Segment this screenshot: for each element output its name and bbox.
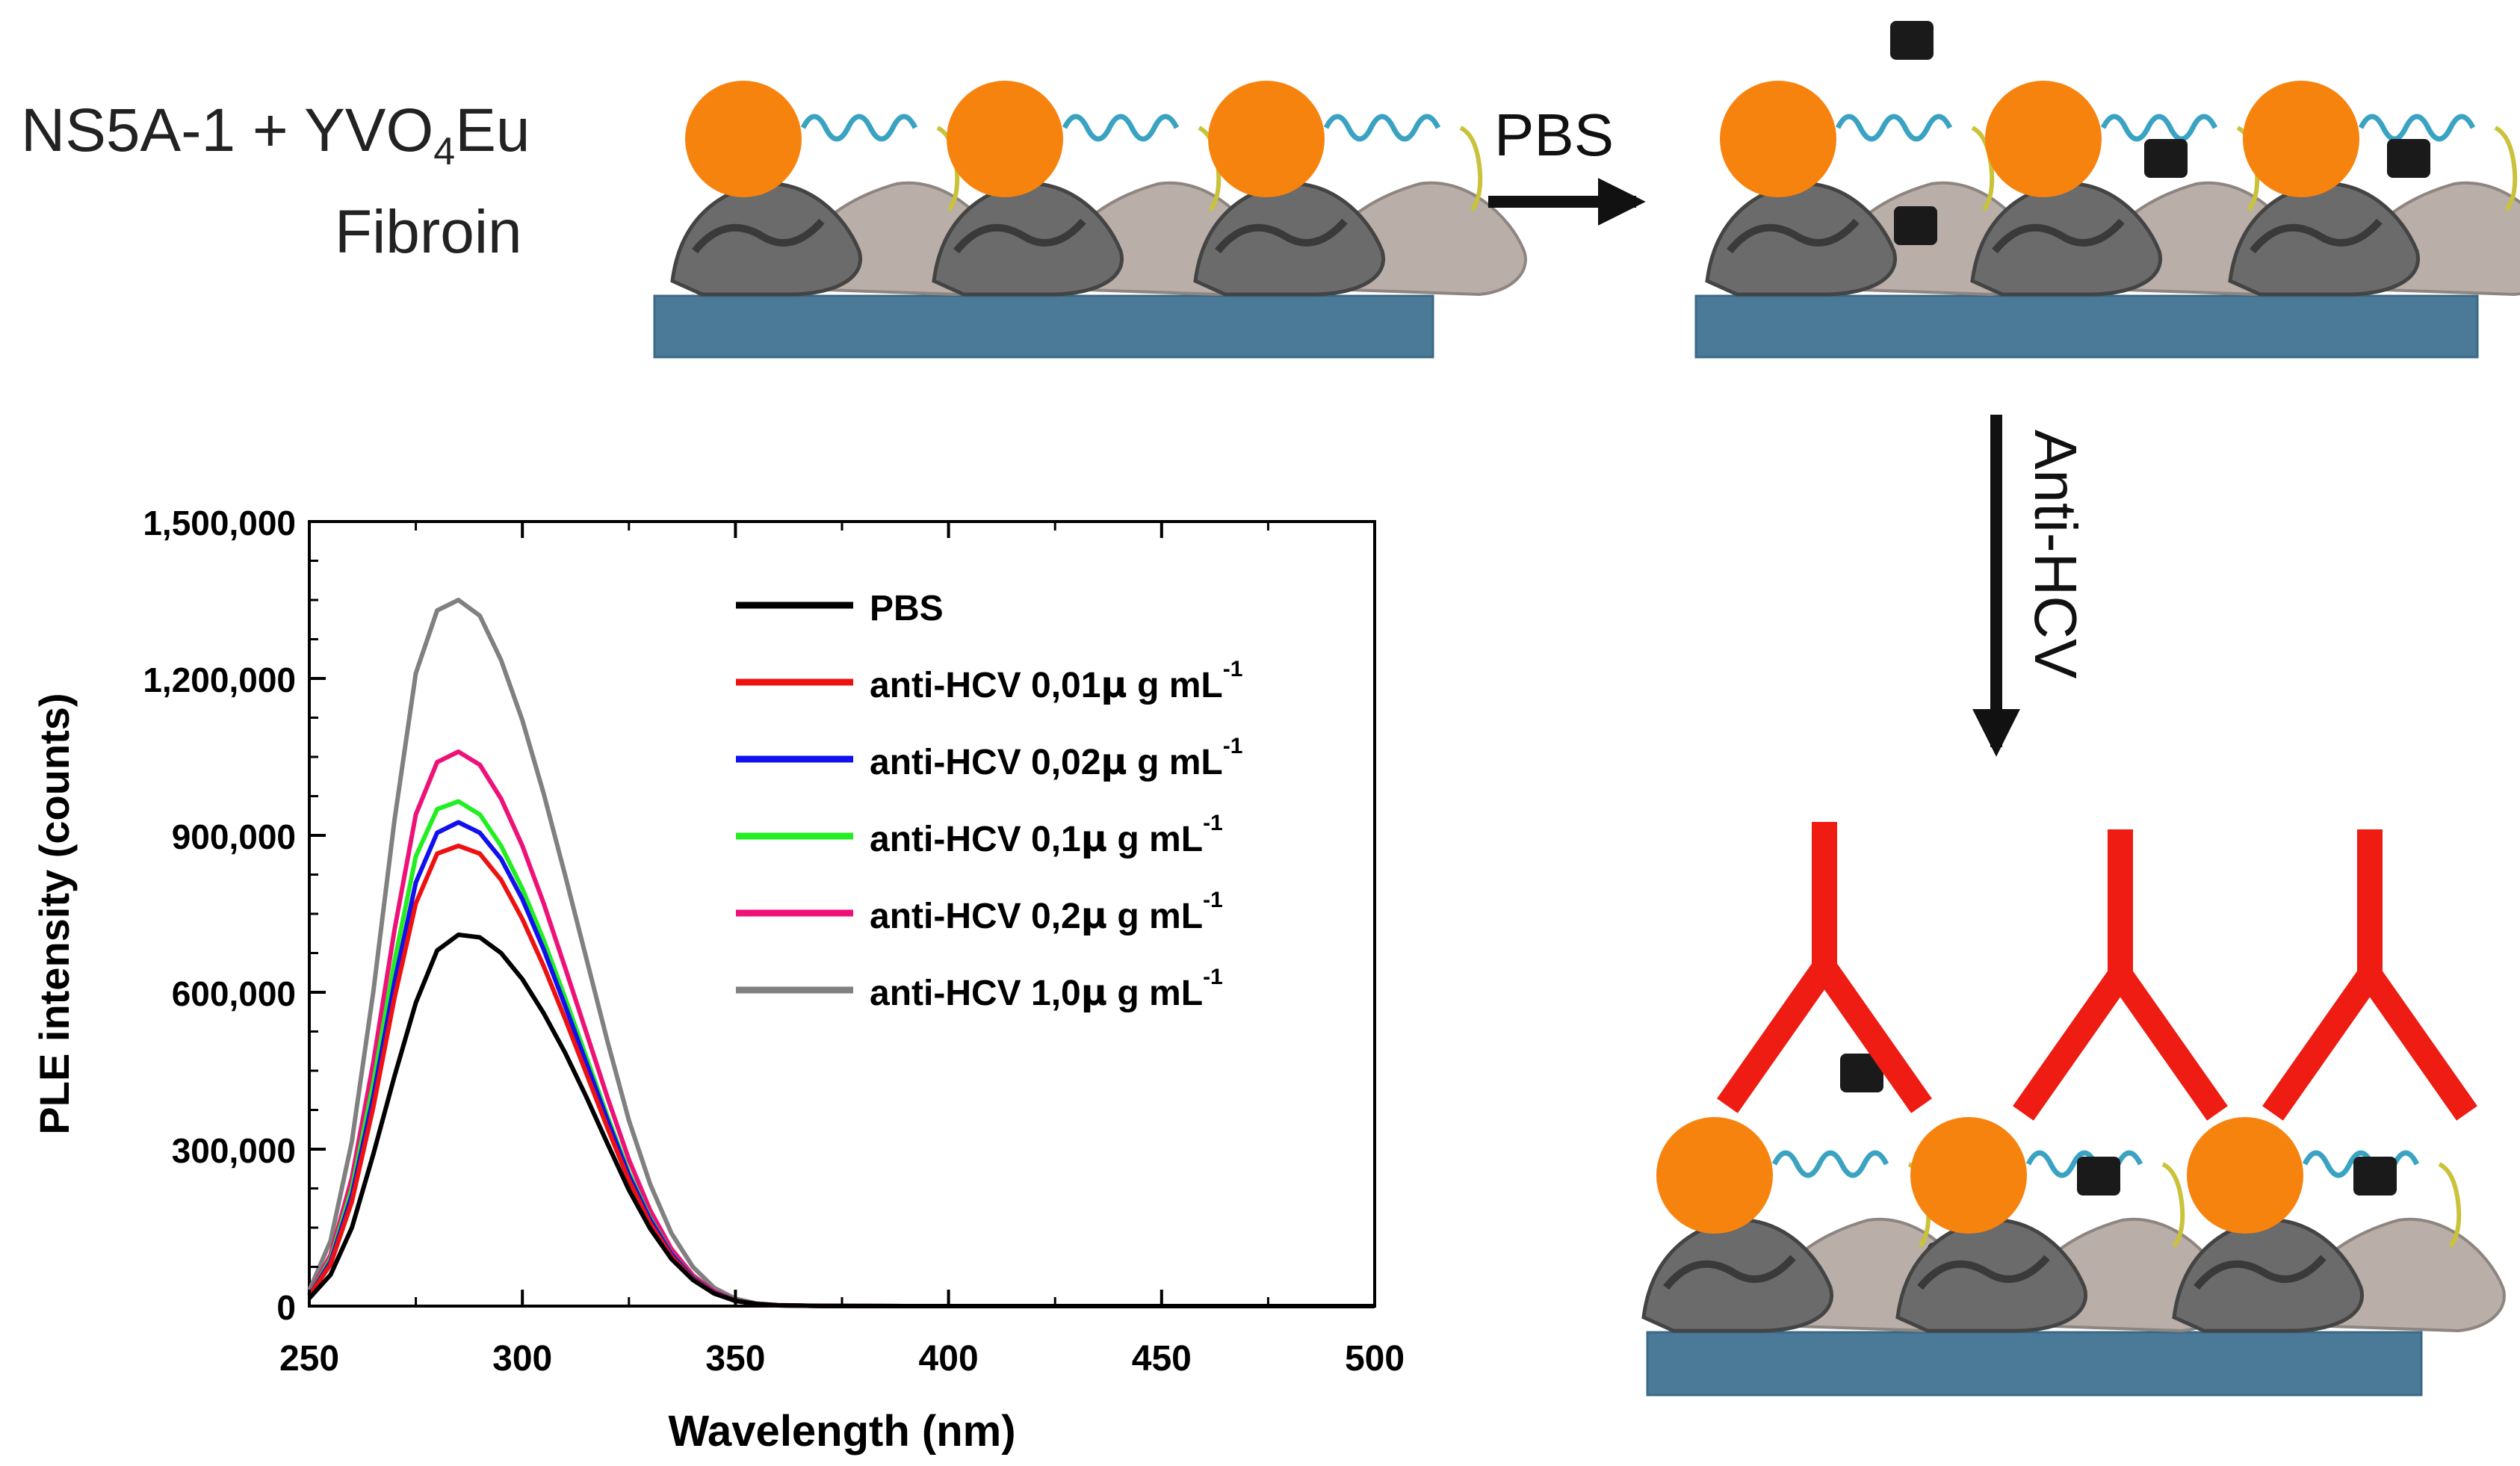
- x-tick-label: 250: [279, 1339, 339, 1379]
- label-line1-suffix: Eu: [455, 96, 530, 164]
- svg-text:NS5A-1 + YVO4Eu: NS5A-1 + YVO4Eu: [21, 96, 530, 173]
- sensor-unit: [2228, 81, 2520, 297]
- arrow-anti-hcv: Anti-HCV: [1972, 415, 2089, 757]
- ns5a-peptide: [1835, 114, 1953, 142]
- protein-fold: [1663, 1255, 1796, 1290]
- series-line: [307, 598, 1375, 1308]
- protein-fold: [692, 218, 825, 254]
- protein-fold: [2250, 218, 2383, 254]
- label-line1-prefix: NS5A-1 + YVO: [21, 96, 433, 164]
- arrow-pbs: PBS: [1488, 102, 1646, 226]
- ns5a-peptide: [800, 114, 918, 142]
- salt-block: [2144, 139, 2188, 178]
- peptide-tail: [2494, 126, 2518, 211]
- legend-label: anti-HCV 0,1µ g mL-1: [870, 811, 1223, 860]
- yvo4eu-nanoparticle: [1910, 1117, 2027, 1234]
- series-line: [307, 799, 1375, 1308]
- legend-label: anti-HCV 1,0µ g mL-1: [870, 965, 1223, 1014]
- yvo4eu-nanoparticle: [2187, 1117, 2303, 1234]
- yvo4eu-nanoparticle: [947, 81, 1063, 197]
- anti-hcv-antibody: [2262, 829, 2477, 1121]
- ple-chart: 0 300,000 600,000 900,000 1,200,000 1,500,000…: [31, 504, 1405, 1456]
- protein-fold: [1215, 218, 1348, 254]
- sensor-unit: [1895, 1117, 2229, 1333]
- substrate: [1646, 1331, 2423, 1397]
- yvo4eu-nanoparticle: [1656, 1117, 1773, 1234]
- salt-block: [2353, 1157, 2397, 1196]
- protein-fold: [1727, 218, 1860, 254]
- y-tick-label: 1,200,000: [143, 661, 296, 699]
- peptide-tail: [2438, 1162, 2462, 1248]
- sensor-unit: [1193, 81, 1527, 297]
- yvo4eu-nanoparticle: [1985, 81, 2102, 197]
- y-tick-label: 600,000: [172, 974, 296, 1013]
- sensor-unit: [670, 81, 1004, 297]
- yvo4eu-nanoparticle: [1720, 81, 1836, 197]
- arrow-anti-hcv-label: Anti-HCV: [2022, 430, 2089, 679]
- y-axis-ticks: 0 300,000 600,000 900,000 1,200,000 1,500,000: [143, 504, 326, 1327]
- ns5a-peptide: [2358, 114, 2476, 142]
- legend-label: anti-HCV 0,2µ g mL-1: [870, 888, 1223, 937]
- x-tick-label: 300: [492, 1339, 552, 1379]
- x-tick-label: 350: [705, 1339, 765, 1379]
- panel-initial-sensor: [653, 81, 1527, 359]
- series-curves: [307, 598, 1375, 1308]
- peptide-tail: [2161, 1162, 2185, 1248]
- ns5a-peptide: [1062, 114, 1180, 142]
- protein-fold: [1992, 218, 2125, 254]
- label-line2: Fibroin: [335, 198, 522, 266]
- ns5a-peptide: [1771, 1150, 1889, 1178]
- peptide-tail: [1971, 126, 1995, 211]
- anti-hcv-antibody: [2013, 829, 2228, 1121]
- y-axis-label: PLE intensity (counts): [31, 693, 78, 1134]
- y-tick-label: 900,000: [172, 817, 296, 856]
- salt-block: [1894, 206, 1937, 245]
- sensor-unit: [2172, 1117, 2506, 1333]
- ns5a-peptide: [1323, 114, 1441, 142]
- panel-after-anti-hcv: [1641, 822, 2506, 1397]
- salt-block: [2387, 139, 2430, 178]
- legend: PBS anti-HCV 0,01µ g mL-1 anti-HCV 0,02µ g…: [736, 589, 1242, 1014]
- sensor-unit: [1705, 81, 2039, 297]
- substrate: [653, 294, 1434, 359]
- x-tick-label: 450: [1132, 1339, 1192, 1379]
- panel-after-pbs: [1694, 21, 2520, 359]
- label-line1-subscript: 4: [433, 130, 455, 173]
- legend-label: anti-HCV 0,02µ g mL-1: [870, 734, 1242, 783]
- y-tick-label: 300,000: [172, 1131, 296, 1170]
- yvo4eu-nanoparticle: [1208, 81, 1325, 197]
- yvo4eu-nanoparticle: [2243, 81, 2359, 197]
- ns5a-peptide: [2100, 114, 2218, 142]
- anti-hcv-antibody: [1717, 822, 1932, 1113]
- arrow-pbs-label: PBS: [1494, 102, 1614, 168]
- x-tick-label: 400: [919, 1339, 979, 1379]
- protein-fold: [953, 218, 1086, 254]
- series-line: [307, 933, 1375, 1308]
- substrate: [1694, 294, 2479, 359]
- y-tick-label: 1,500,000: [143, 504, 296, 542]
- x-axis-label: Wavelength (nm): [668, 1407, 1015, 1456]
- salt-block: [1840, 1054, 1883, 1092]
- salt-block: [1890, 21, 1934, 60]
- x-tick-label: 500: [1345, 1339, 1405, 1379]
- y-tick-label: 0: [276, 1288, 296, 1327]
- protein-fold: [2194, 1255, 2326, 1290]
- peptide-tail: [1459, 126, 1483, 211]
- x-axis-ticks: 250 300 350 400 450 500: [279, 522, 1405, 1379]
- legend-label: PBS: [870, 589, 944, 628]
- sensor-unit: [1970, 81, 2304, 297]
- yvo4eu-nanoparticle: [685, 81, 802, 197]
- schematic-label: NS5A-1 + YVO4Eu Fibroin: [21, 96, 530, 266]
- protein-fold: [1917, 1255, 2050, 1290]
- salt-block: [2077, 1157, 2120, 1196]
- legend-label: anti-HCV 0,01µ g mL-1: [870, 657, 1242, 706]
